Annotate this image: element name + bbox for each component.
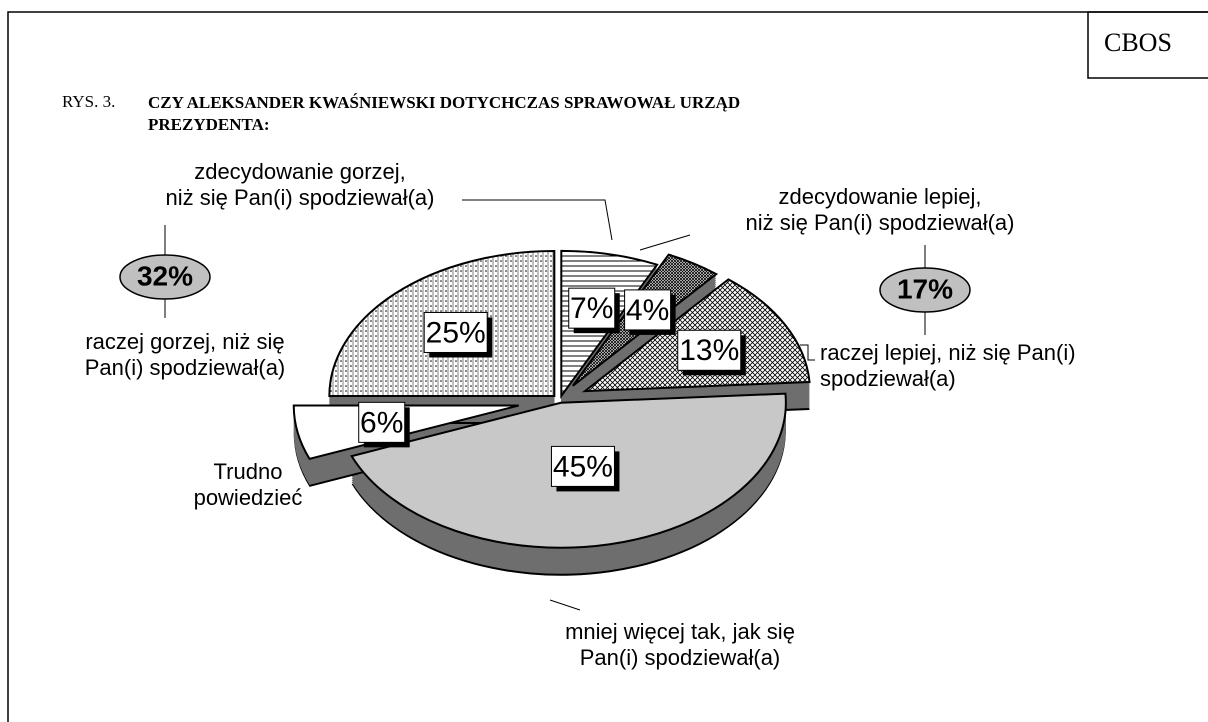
category-label: mniej więcej tak, jak się Pan(i) spodzie… [565, 619, 795, 670]
value-label-box [423, 311, 488, 353]
value-label-box [358, 401, 406, 443]
category-label: zdecydowanie lepiej, niż się Pan(i) spod… [745, 184, 1015, 235]
group-bubble [119, 254, 211, 300]
value-label-box [550, 445, 615, 487]
category-label: raczej gorzej, niż się Pan(i) spodziewał… [84, 329, 286, 380]
value-label-box [677, 329, 742, 371]
group-label: 32% [137, 260, 193, 291]
group-bubble [879, 267, 971, 313]
figure-label: RYS. 3. [62, 92, 116, 111]
value-label: 4% [626, 294, 669, 327]
category-label: zdecydowanie gorzej, niż się Pan(i) spod… [165, 159, 435, 210]
pie: 7% 4% 13% 45% 6% 25% [292, 249, 811, 576]
value-label-box [624, 289, 672, 331]
source: CBOS [1104, 28, 1172, 57]
value-label: 7% [570, 292, 613, 325]
frame [7, 11, 1208, 722]
category-label: Trudno powiedzieć [193, 459, 303, 510]
value-label: 25% [426, 316, 486, 349]
group-label: 17% [897, 273, 953, 304]
value-label: 45% [553, 450, 613, 483]
chart-title: CZY ALEKSANDER KWAŚNIEWSKI DOTYCHCZAS SP… [148, 93, 741, 134]
source-box [1087, 11, 1208, 79]
value-label-box [568, 287, 616, 329]
value-label: 6% [360, 406, 403, 439]
value-label: 13% [679, 334, 739, 367]
category-label: raczej lepiej, niż się Pan(i) spodziewał… [820, 340, 1076, 391]
